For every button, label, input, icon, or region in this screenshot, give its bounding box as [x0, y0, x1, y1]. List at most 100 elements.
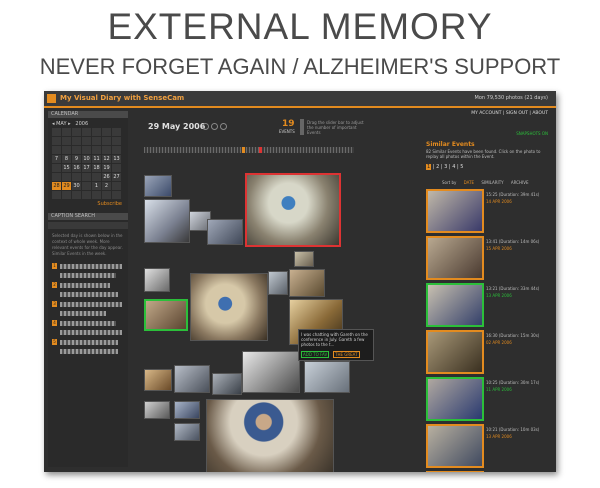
- similar-event-item[interactable]: 10:25 (Duration: 30m 17s) 11 APR 2006: [426, 377, 550, 421]
- caption-result-row[interactable]: 1: [52, 263, 124, 269]
- subscribe-link[interactable]: Subscribe: [97, 201, 122, 207]
- similar-event-item[interactable]: 10:19 (Duration: 21m 04s): [426, 471, 550, 472]
- calendar-day[interactable]: 19: [102, 164, 111, 172]
- sort-date[interactable]: DATE: [463, 180, 475, 185]
- similar-event-thumbnail[interactable]: [426, 471, 484, 472]
- event-photo[interactable]: [212, 373, 242, 395]
- similar-event-thumbnail[interactable]: [426, 189, 484, 233]
- caption-result-bar: [60, 282, 110, 288]
- calendar-day[interactable]: 18: [92, 164, 101, 172]
- similar-event-item[interactable]: 13:41 (Duration: 14m 06s) 15 APR 2006: [426, 236, 550, 280]
- event-photo[interactable]: [190, 273, 268, 341]
- calendar-day[interactable]: 8: [62, 155, 71, 163]
- page-link[interactable]: 5: [460, 164, 464, 170]
- similar-event-date[interactable]: 15 APR 2006: [486, 246, 512, 251]
- event-photo[interactable]: [289, 269, 325, 297]
- calendar-day[interactable]: 15: [62, 164, 71, 172]
- calendar-day[interactable]: 16: [72, 164, 81, 172]
- calendar-day[interactable]: 29: [62, 182, 71, 190]
- caption-result-row[interactable]: [52, 330, 124, 335]
- today-icon[interactable]: [211, 123, 218, 130]
- similar-event-time: 13:21 (Duration: 33m 44s): [486, 286, 540, 291]
- caption-result-row[interactable]: 2: [52, 282, 124, 288]
- event-photo[interactable]: [174, 423, 200, 441]
- calendar-day[interactable]: 7: [52, 155, 61, 163]
- event-photo[interactable]: [206, 399, 334, 472]
- similar-event-date[interactable]: 02 APR 2006: [486, 340, 512, 345]
- caption-result-row[interactable]: [52, 273, 124, 278]
- nav-about[interactable]: ABOUT: [532, 111, 548, 116]
- add-to-fav-button[interactable]: ADD TO FAV: [301, 351, 330, 358]
- caption-result-row[interactable]: [52, 349, 124, 354]
- event-count-slider[interactable]: [300, 119, 304, 135]
- caption-result-row[interactable]: 3: [52, 301, 124, 307]
- event-photo[interactable]: [144, 268, 170, 292]
- calendar-day[interactable]: 17: [82, 164, 91, 172]
- event-photo[interactable]: [144, 369, 172, 391]
- similar-event-date[interactable]: 13 APR 2006: [486, 293, 512, 298]
- event-photo[interactable]: [144, 199, 190, 243]
- calendar-day[interactable]: 30: [72, 182, 81, 190]
- next-month-icon[interactable]: ▸: [68, 121, 71, 127]
- page-link[interactable]: 3: [444, 164, 448, 170]
- calendar-day[interactable]: 9: [72, 155, 81, 163]
- selected-event-photo[interactable]: [245, 173, 341, 247]
- nav-my-account[interactable]: MY ACCOUNT: [471, 111, 502, 116]
- similar-event-date[interactable]: 13 APR 2006: [486, 434, 512, 439]
- event-photo[interactable]: [207, 219, 243, 245]
- calendar-day[interactable]: 27: [112, 173, 121, 181]
- page-link[interactable]: 4: [452, 164, 456, 170]
- similar-event-thumbnail[interactable]: [426, 424, 484, 468]
- nav-sign-out[interactable]: SIGN OUT: [505, 111, 528, 116]
- caption-result-row[interactable]: [52, 311, 124, 316]
- sort-archive[interactable]: ARCHIVE: [510, 180, 529, 185]
- similar-event-time: 13:41 (Duration: 14m 06s): [486, 239, 540, 244]
- calendar-day: [82, 173, 91, 181]
- similar-event-thumbnail[interactable]: [426, 330, 484, 374]
- calendar-day[interactable]: 2: [102, 182, 111, 190]
- day-timeline[interactable]: [144, 147, 354, 153]
- tooltip-second-button[interactable]: THE GREAT: [333, 351, 360, 358]
- calendar-day[interactable]: 28: [52, 182, 61, 190]
- event-photo[interactable]: [174, 401, 200, 419]
- calendar-day[interactable]: 1: [92, 182, 101, 190]
- similar-event-thumbnail[interactable]: [426, 236, 484, 280]
- similar-event-thumbnail[interactable]: [426, 377, 484, 421]
- similar-event-thumbnail[interactable]: [426, 283, 484, 327]
- caption-result-row[interactable]: 4: [52, 320, 124, 326]
- similar-event-date[interactable]: 11 APR 2006: [486, 387, 512, 392]
- event-photo[interactable]: [242, 351, 300, 393]
- event-photo[interactable]: [144, 401, 170, 419]
- calendar-day[interactable]: 12: [102, 155, 111, 163]
- calendar-day[interactable]: 13: [112, 155, 121, 163]
- page-link[interactable]: 2: [436, 164, 440, 170]
- similar-event-item[interactable]: 16:30 (Duration: 15m 30s) 02 APR 2006: [426, 330, 550, 374]
- sort-similarity[interactable]: SIMILARITY: [481, 180, 504, 185]
- event-photo[interactable]: [144, 299, 188, 331]
- calendar-day[interactable]: 11: [92, 155, 101, 163]
- calendar-day[interactable]: 10: [82, 155, 91, 163]
- calendar-day: [52, 128, 61, 136]
- prev-day-icon[interactable]: [202, 123, 209, 130]
- caption-result-row[interactable]: 5: [52, 339, 124, 345]
- snapshots-toggle[interactable]: SNAPSHOTS ON: [516, 131, 548, 136]
- event-photo[interactable]: [304, 361, 350, 393]
- prev-month-icon[interactable]: ◂: [52, 121, 55, 127]
- caption-search-input[interactable]: [48, 222, 128, 229]
- caption-result-row[interactable]: [52, 292, 124, 297]
- calendar-day[interactable]: 26: [102, 173, 111, 181]
- calendar-day: [62, 128, 71, 136]
- event-photo[interactable]: [144, 175, 172, 197]
- event-photo[interactable]: [294, 251, 314, 267]
- app-screenshot: My Visual Diary with SenseCam Mon 79,530…: [44, 91, 556, 472]
- event-photo[interactable]: [268, 271, 288, 295]
- month-selector[interactable]: ◂ MAY ▸ 2006: [48, 120, 128, 128]
- page-link[interactable]: 1: [426, 164, 432, 170]
- diary-logo-icon: [47, 94, 56, 103]
- similar-event-item[interactable]: 13:21 (Duration: 33m 44s) 13 APR 2006: [426, 283, 550, 327]
- next-day-icon[interactable]: [220, 123, 227, 130]
- similar-event-item[interactable]: 15:25 (Duration: 39m 41s) 14 APR 2006: [426, 189, 550, 233]
- event-photo[interactable]: [174, 365, 210, 393]
- similar-event-item[interactable]: 10:21 (Duration: 10m 03s) 13 APR 2006: [426, 424, 550, 468]
- similar-event-date[interactable]: 14 APR 2006: [486, 199, 512, 204]
